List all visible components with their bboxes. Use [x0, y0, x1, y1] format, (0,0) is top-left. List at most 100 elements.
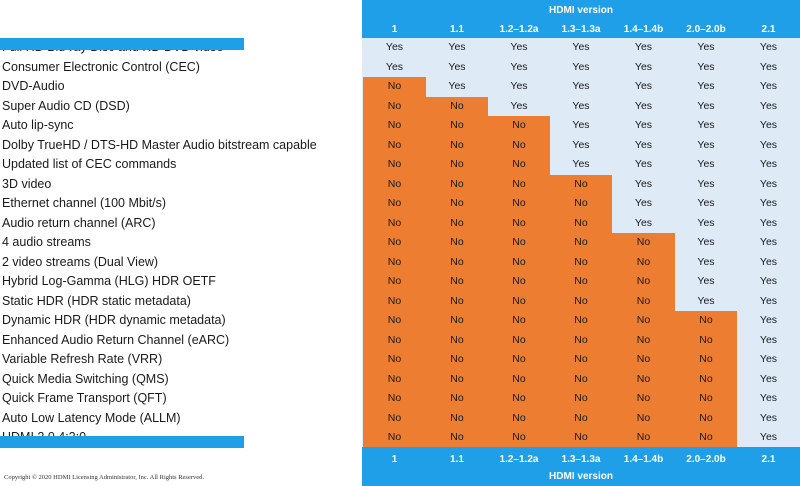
no-cell: No: [488, 408, 550, 428]
yes-cell: Yes: [697, 294, 715, 307]
no-cell: No: [550, 330, 612, 350]
feature-label: Super Audio CD (DSD): [2, 98, 130, 113]
no-cell: No: [488, 330, 550, 350]
version-header-3: 1.2–1.2a: [499, 454, 539, 465]
feature-label: Quick Frame Transport (QFT): [2, 391, 167, 405]
no-cell: No: [363, 155, 426, 175]
no-cell: No: [488, 350, 550, 370]
no-cell: No: [363, 116, 426, 136]
no-cell: No: [612, 233, 675, 253]
no-cell: No: [488, 389, 550, 409]
yes-cell: Yes: [759, 275, 778, 287]
no-cell: No: [612, 252, 675, 272]
no-cell: No: [363, 194, 426, 214]
yes-cell: Yes: [759, 353, 778, 365]
no-cell: No: [550, 408, 612, 428]
yes-cell: Yes: [759, 177, 778, 190]
no-cell: No: [426, 116, 488, 136]
no-cell: No: [612, 330, 675, 350]
no-cell: No: [426, 155, 488, 175]
version-header-2: 1.1: [450, 454, 464, 465]
yes-cell: Yes: [510, 80, 528, 92]
yes-cell: Yes: [759, 41, 778, 53]
top-header-bar: [362, 0, 800, 38]
no-cell: No: [675, 389, 737, 409]
version-header-2: 1.1: [450, 24, 464, 35]
feature-label: Ethernet channel (100 Mbit/s): [2, 196, 166, 210]
yes-cell: Yes: [697, 197, 715, 209]
no-cell: No: [363, 369, 426, 389]
feature-column: [0, 38, 362, 447]
no-cell: No: [675, 428, 737, 448]
yes-cell: Yes: [697, 41, 715, 53]
feature-label: 3D video: [2, 176, 52, 191]
no-cell: No: [675, 330, 737, 350]
no-cell: No: [426, 194, 488, 214]
version-header-7: 2.1: [761, 24, 776, 35]
feature-label: 2 video streams (Dual View): [2, 254, 159, 269]
yes-cell: Yes: [634, 138, 653, 151]
yes-cell: Yes: [759, 294, 778, 307]
version-header-1: 1: [391, 24, 398, 35]
yes-cell: Yes: [759, 314, 778, 326]
no-cell: No: [488, 194, 550, 214]
yes-cell: Yes: [759, 197, 778, 209]
no-cell: No: [675, 311, 737, 331]
yes-cell: Yes: [697, 275, 715, 287]
version-header-5: 1.4–1.4b: [623, 24, 664, 35]
yes-cell: Yes: [572, 119, 590, 131]
yes-cell: Yes: [697, 99, 715, 112]
yes-cell: Yes: [697, 255, 715, 268]
yes-cell: Yes: [759, 60, 778, 73]
no-cell: No: [426, 96, 488, 116]
no-cell: No: [363, 252, 426, 272]
no-cell: No: [363, 174, 426, 194]
feature-label: Quick Media Switching (QMS): [2, 371, 169, 386]
yes-cell: Yes: [510, 99, 528, 112]
header-title: HDMI version: [549, 5, 613, 16]
feature-label: Variable Refresh Rate (VRR): [2, 352, 163, 366]
yes-cell: Yes: [385, 60, 404, 73]
no-cell: No: [363, 135, 426, 155]
feature-label: Consumer Electronic Control (CEC): [2, 59, 200, 74]
no-cell: No: [488, 233, 550, 253]
yes-cell: Yes: [634, 197, 653, 209]
yes-cell: Yes: [759, 372, 778, 385]
no-cell: No: [612, 428, 675, 448]
no-cell: No: [363, 408, 426, 428]
version-header-7: 2.1: [761, 454, 776, 465]
feature-label: DVD-Audio: [2, 79, 65, 93]
no-cell: No: [550, 311, 612, 331]
no-cell: No: [426, 389, 488, 409]
no-cell: No: [488, 369, 550, 389]
no-cell: No: [488, 174, 550, 194]
no-cell: No: [612, 408, 675, 428]
no-cell: No: [363, 272, 426, 292]
version-header-6: 2.0–2.0b: [686, 24, 726, 35]
yes-cell: Yes: [510, 41, 528, 53]
left-header-strip: [0, 38, 244, 50]
yes-cell: Yes: [572, 99, 590, 112]
yes-cell: Yes: [448, 41, 466, 53]
no-cell: No: [426, 135, 488, 155]
yes-cell: Yes: [634, 99, 653, 112]
yes-cell: Yes: [759, 431, 778, 443]
no-cell: No: [488, 272, 550, 292]
no-cell: No: [426, 233, 488, 253]
no-cell: No: [612, 272, 675, 292]
no-cell: No: [550, 194, 612, 214]
yes-cell: Yes: [572, 158, 590, 170]
left-footer-strip: [0, 436, 244, 448]
no-cell: No: [612, 350, 675, 370]
no-cell: No: [612, 369, 675, 389]
yes-cell: Yes: [697, 80, 715, 92]
no-cell: No: [675, 369, 737, 389]
yes-cell: Yes: [448, 60, 466, 73]
yes-cell: Yes: [759, 411, 778, 424]
no-cell: No: [612, 291, 675, 311]
no-cell: No: [426, 272, 488, 292]
no-cell: No: [612, 311, 675, 331]
yes-cell: Yes: [510, 60, 528, 73]
no-cell: No: [426, 213, 488, 233]
no-cell: No: [550, 428, 612, 448]
